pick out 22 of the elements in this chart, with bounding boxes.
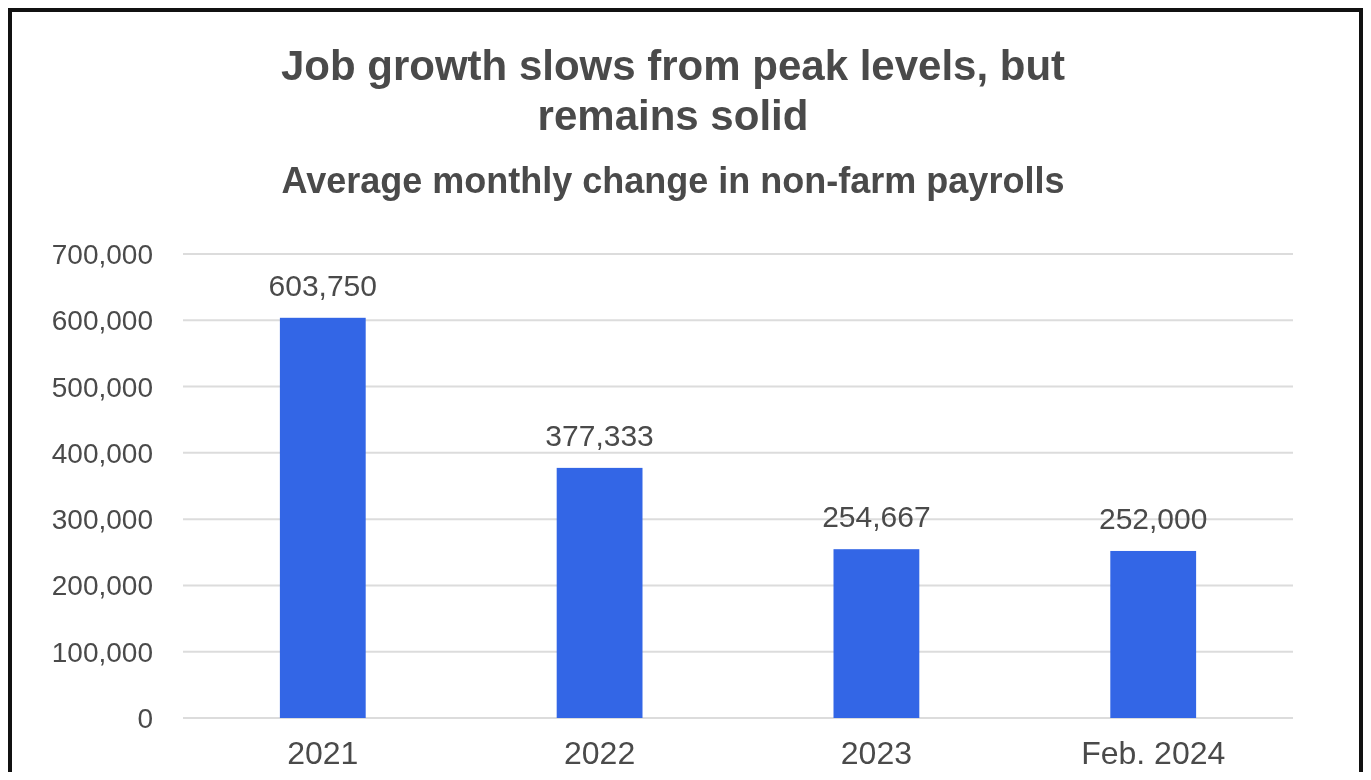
bar [833,549,920,718]
y-tick-label: 0 [137,703,153,734]
x-tick-label: 2022 [564,735,636,771]
bar [1110,550,1197,718]
data-label: 254,667 [822,500,931,534]
x-tick-label: Feb. 2024 [1081,735,1226,771]
bar [279,317,366,718]
data-label: 603,750 [268,268,378,302]
y-tick-label: 200,000 [51,570,153,602]
y-tick-label: 700,000 [51,239,153,270]
chart-title: Job growth slows from peak levels, but remains solid [280,42,1066,139]
x-tick-label: 2021 [287,735,359,771]
y-tick-label: 100,000 [51,636,153,668]
y-tick-label: 600,000 [51,305,153,337]
bar [556,467,643,718]
data-label: 377,333 [545,418,654,452]
x-tick-label: 2023 [840,735,912,771]
data-label: 252,000 [1098,501,1208,535]
chart-subtitle: Average monthly change in non-farm payrolls [281,160,1065,201]
y-tick-label: 400,000 [51,437,153,469]
y-tick-label: 300,000 [51,504,153,536]
y-tick-label: 500,000 [51,371,153,403]
